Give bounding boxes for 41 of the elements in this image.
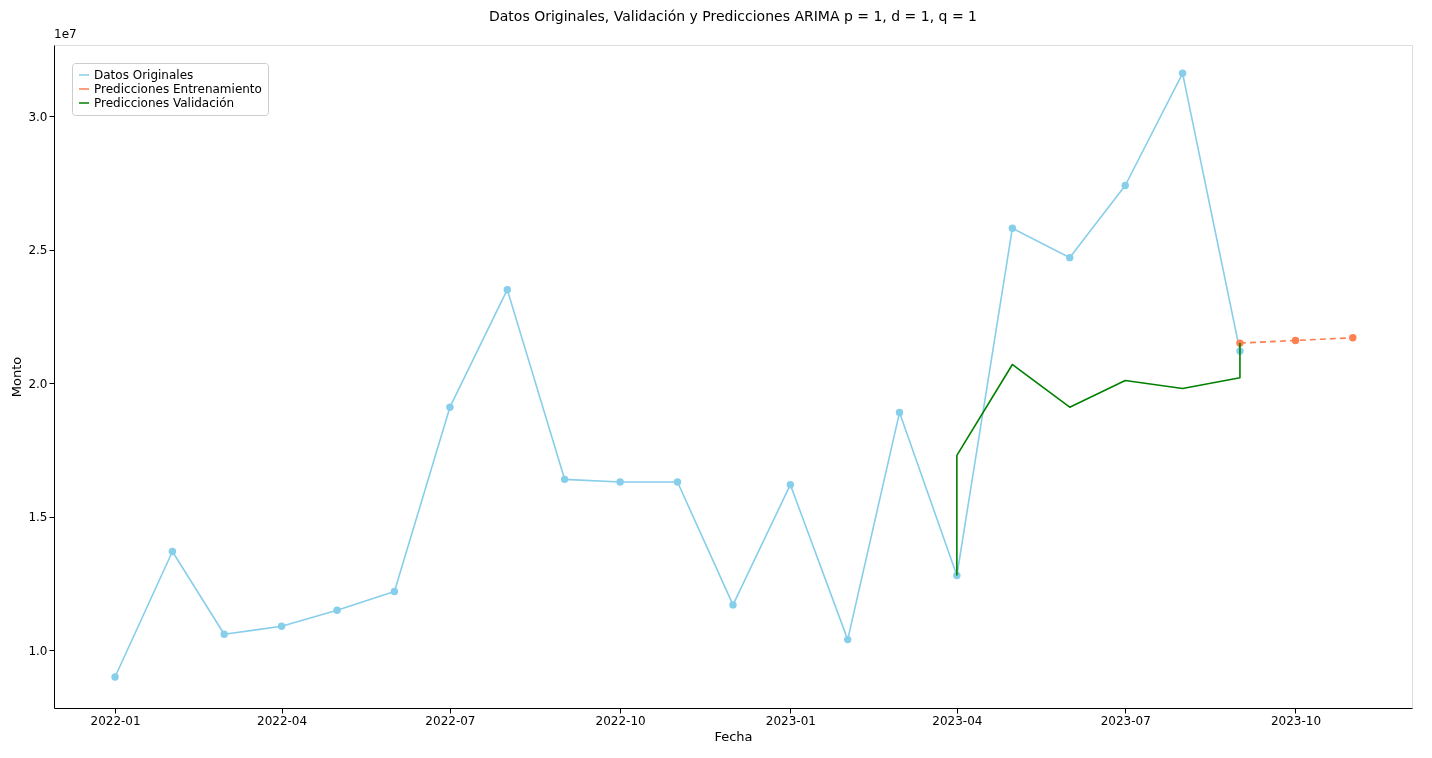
y-tick-label: 1.0 [28, 643, 48, 658]
point [503, 285, 511, 294]
point [729, 601, 737, 609]
x-tick-label: 2023-07 [1100, 713, 1151, 728]
point [616, 478, 624, 486]
point [895, 408, 904, 417]
point [1066, 253, 1074, 262]
point [786, 480, 795, 489]
point [390, 587, 399, 596]
point [1291, 336, 1300, 345]
point [1349, 334, 1357, 342]
point [333, 606, 341, 614]
y-axis-title: Monto [9, 356, 25, 398]
point [1008, 224, 1017, 232]
x-tick-label: 2022-10 [595, 713, 646, 728]
x-tick-label: 2023-01 [765, 713, 816, 728]
y-tick-label: 3.0 [28, 109, 48, 124]
chart-title: Datos Originales, Validación y Predicciones ARIMA p = 1, d = 1, q = 1 [488, 8, 978, 24]
x-tick-label: 2023-04 [932, 713, 983, 728]
point [111, 673, 119, 681]
point [277, 622, 286, 630]
y-tick-label: 2.0 [28, 376, 48, 391]
point [673, 478, 682, 486]
legend-label: Datos Originales [94, 68, 194, 82]
point [1178, 69, 1187, 78]
x-tick-label: 2022-07 [425, 713, 476, 728]
x-axis-title: Fecha [714, 728, 753, 744]
x-tick-label: 2022-01 [90, 713, 141, 728]
legend-label: Predicciones Entrenamiento [94, 82, 262, 96]
point [168, 547, 177, 556]
y-tick-label: 2.5 [28, 243, 48, 258]
point [446, 403, 454, 411]
legend-label: Predicciones Validación [94, 96, 235, 110]
x-tick-label: 2022-04 [257, 713, 308, 728]
point [1121, 181, 1129, 190]
x-tick-label: 2023-10 [1270, 713, 1322, 728]
point [220, 630, 228, 638]
point [560, 475, 569, 484]
text: 1e7 [54, 27, 77, 41]
y-tick-label: 1.5 [28, 510, 48, 525]
point [844, 635, 852, 644]
